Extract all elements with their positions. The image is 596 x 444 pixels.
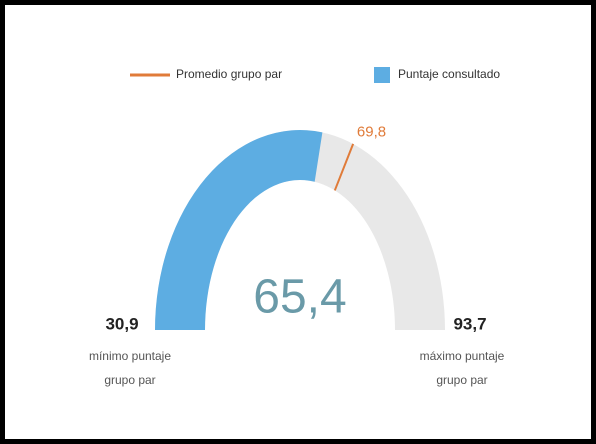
tick-label: 93,7 — [453, 314, 486, 333]
legend-label: Puntaje consultado — [398, 67, 500, 81]
legend-label: Promedio grupo par — [176, 67, 282, 81]
gauge-value — [155, 130, 323, 330]
gauge-value-label: 65,4 — [253, 271, 346, 324]
tick-label: 30,9 — [105, 314, 138, 333]
gauge-marker — [333, 143, 355, 191]
legend-swatch — [374, 67, 390, 83]
tick-caption: máximo puntaje — [420, 349, 505, 363]
gauge-marker-label: 69,8 — [357, 124, 386, 141]
tick-caption: grupo par — [436, 373, 487, 387]
tick-caption: mínimo puntaje — [89, 349, 171, 363]
tick-caption: grupo par — [104, 373, 155, 387]
